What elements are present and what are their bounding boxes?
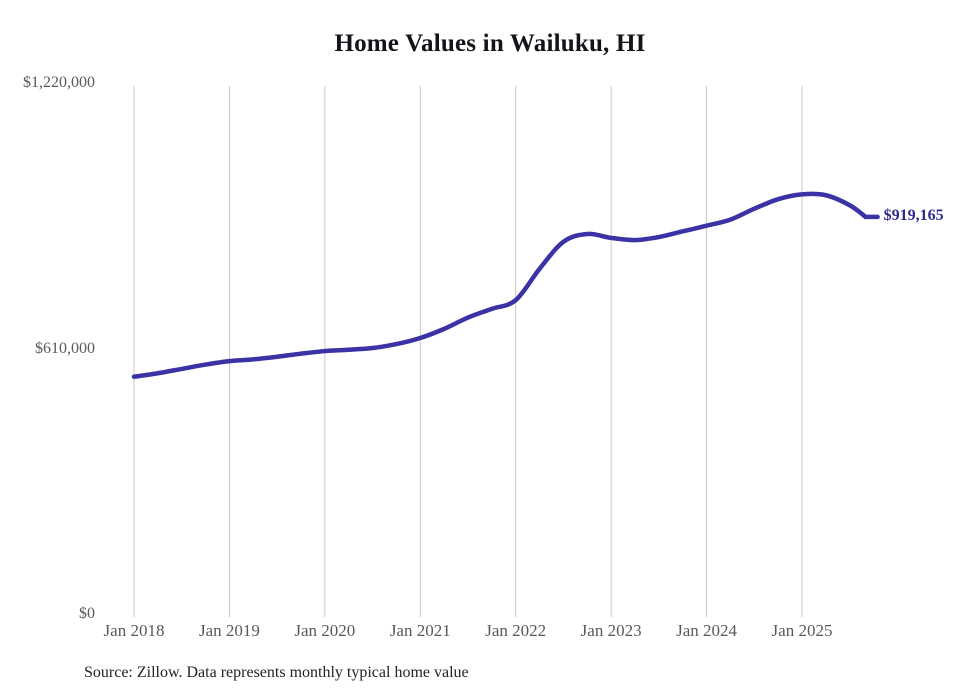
- x-tick-label: Jan 2019: [198, 621, 260, 640]
- y-tick-label: $610,000: [35, 339, 95, 357]
- x-tick-label: Jan 2024: [676, 621, 738, 640]
- y-tick-label: $1,220,000: [23, 74, 95, 91]
- x-tick-label: Jan 2023: [580, 621, 642, 640]
- y-tick-label: $0: [79, 605, 95, 622]
- source-note: Source: Zillow. Data represents monthly …: [84, 664, 469, 681]
- x-tick-label: Jan 2025: [771, 621, 833, 640]
- x-tick-label: Jan 2021: [389, 621, 451, 640]
- gridline-group: [133, 86, 803, 617]
- end-value-label: $919,165: [883, 206, 944, 224]
- x-tick-label: Jan 2020: [294, 621, 356, 640]
- chart-title: Home Values in Wailuku, HI: [334, 30, 646, 57]
- x-tick-label: Jan 2018: [103, 621, 165, 640]
- x-tick-label: Jan 2022: [485, 621, 547, 640]
- home-value-series-line: [131, 191, 868, 379]
